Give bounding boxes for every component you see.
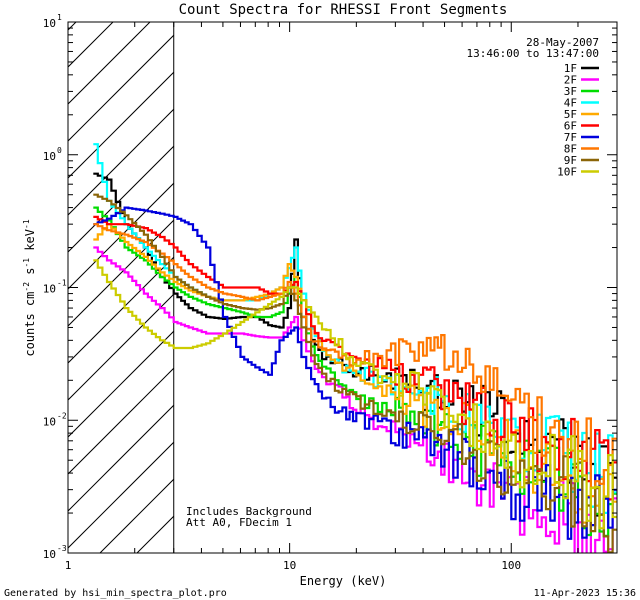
hatch-line <box>68 367 174 475</box>
hatch-line <box>68 22 114 68</box>
series-7F <box>93 206 617 540</box>
y-label-exp-1: -2 <box>22 282 31 292</box>
series-8F <box>93 223 617 498</box>
footer-timestamp: 11-Apr-2023 15:36 <box>534 588 636 599</box>
legend-label-7F: 7F <box>564 131 577 144</box>
y-tick-label: 10 <box>43 415 56 428</box>
y-label-exp-3: -1 <box>22 219 31 229</box>
y-label-part-b: s <box>23 268 37 282</box>
legend-label-8F: 8F <box>564 143 577 156</box>
y-tick-exponent: -3 <box>57 544 67 553</box>
x-axis-label: Energy (keV) <box>300 574 387 588</box>
y-label-part-a: counts cm <box>23 292 37 357</box>
x-tick-label: 1 <box>65 559 72 572</box>
legend-label-10F: 10F <box>557 166 577 179</box>
hatch-line <box>68 34 174 142</box>
annotation-attenuator: Att A0, FDecim 1 <box>186 516 292 529</box>
footer-generated-by: Generated by hsi_min_spectra_plot.pro <box>4 588 227 599</box>
series-10F <box>93 259 617 530</box>
legend-label-1F: 1F <box>564 62 577 75</box>
x-tick-label: 10 <box>283 559 296 572</box>
hatch-line <box>68 256 174 364</box>
y-tick-exponent: 0 <box>57 146 62 155</box>
hatch-line <box>68 71 174 179</box>
y-tick-exponent: -1 <box>57 279 67 288</box>
y-tick-label: 10 <box>43 17 56 30</box>
legend-label-6F: 6F <box>564 120 577 133</box>
y-tick-exponent: 1 <box>57 13 62 22</box>
y-tick-label: 10 <box>43 150 56 163</box>
observation-time-range: 13:46:00 to 13:47:00 <box>467 47 599 60</box>
legend-label-5F: 5F <box>564 108 577 121</box>
hatch-line <box>68 22 77 31</box>
plot-frame <box>67 21 618 554</box>
x-tick-label: 100 <box>501 559 521 572</box>
y-tick-label: 10 <box>43 548 56 561</box>
y-label-exp-2: -1 <box>22 258 31 268</box>
legend-label-4F: 4F <box>564 97 577 110</box>
hatch-line <box>68 441 174 549</box>
x-axis-ticks: 1 10 100 <box>65 22 618 572</box>
annotation-background: Includes Background <box>186 505 312 518</box>
legend-label-9F: 9F <box>564 154 577 167</box>
hatch-line <box>68 108 174 216</box>
hatch-line <box>0 22 39 553</box>
chart-title: Count Spectra for RHESSI Front Segments <box>179 2 508 18</box>
y-tick-label: 10 <box>43 283 56 296</box>
observation-date: 28-May-2007 <box>526 36 599 49</box>
y-label-part-c: keV <box>23 229 37 258</box>
y-axis-label: counts cm-2 s-1 keV-1 <box>22 219 37 356</box>
spectra-series <box>93 143 617 553</box>
y-tick-exponent: -2 <box>57 411 67 420</box>
legend-label-2F: 2F <box>564 74 577 87</box>
series-6F <box>93 215 617 501</box>
hatch-line <box>68 219 174 327</box>
series-3F <box>93 206 617 537</box>
legend-label-3F: 3F <box>564 85 577 98</box>
hatch-line <box>68 404 174 512</box>
